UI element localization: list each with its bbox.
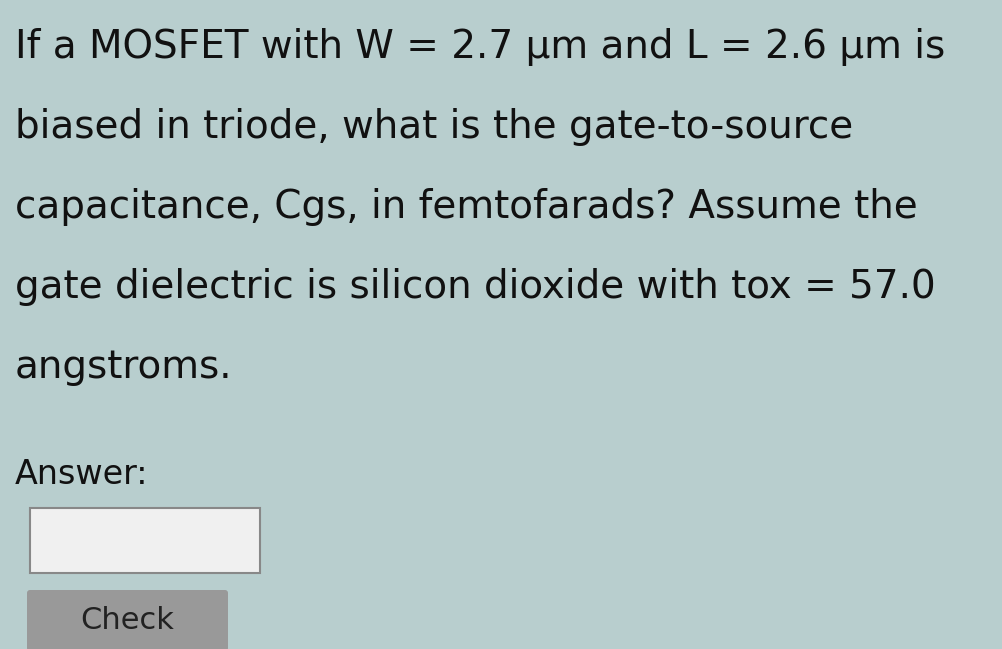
- Text: Answer:: Answer:: [15, 458, 148, 491]
- Text: angstroms.: angstroms.: [15, 348, 232, 386]
- Text: capacitance, Cgs, in femtofarads? Assume the: capacitance, Cgs, in femtofarads? Assume…: [15, 188, 917, 226]
- Bar: [30, 508, 260, 573]
- FancyBboxPatch shape: [27, 590, 227, 649]
- Text: If a MOSFET with W = 2.7 μm and L = 2.6 μm is: If a MOSFET with W = 2.7 μm and L = 2.6 …: [15, 28, 944, 66]
- Text: Check: Check: [80, 606, 174, 635]
- Text: gate dielectric is silicon dioxide with tox = 57.0: gate dielectric is silicon dioxide with …: [15, 268, 935, 306]
- Text: biased in triode, what is the gate-to-source: biased in triode, what is the gate-to-so…: [15, 108, 853, 146]
